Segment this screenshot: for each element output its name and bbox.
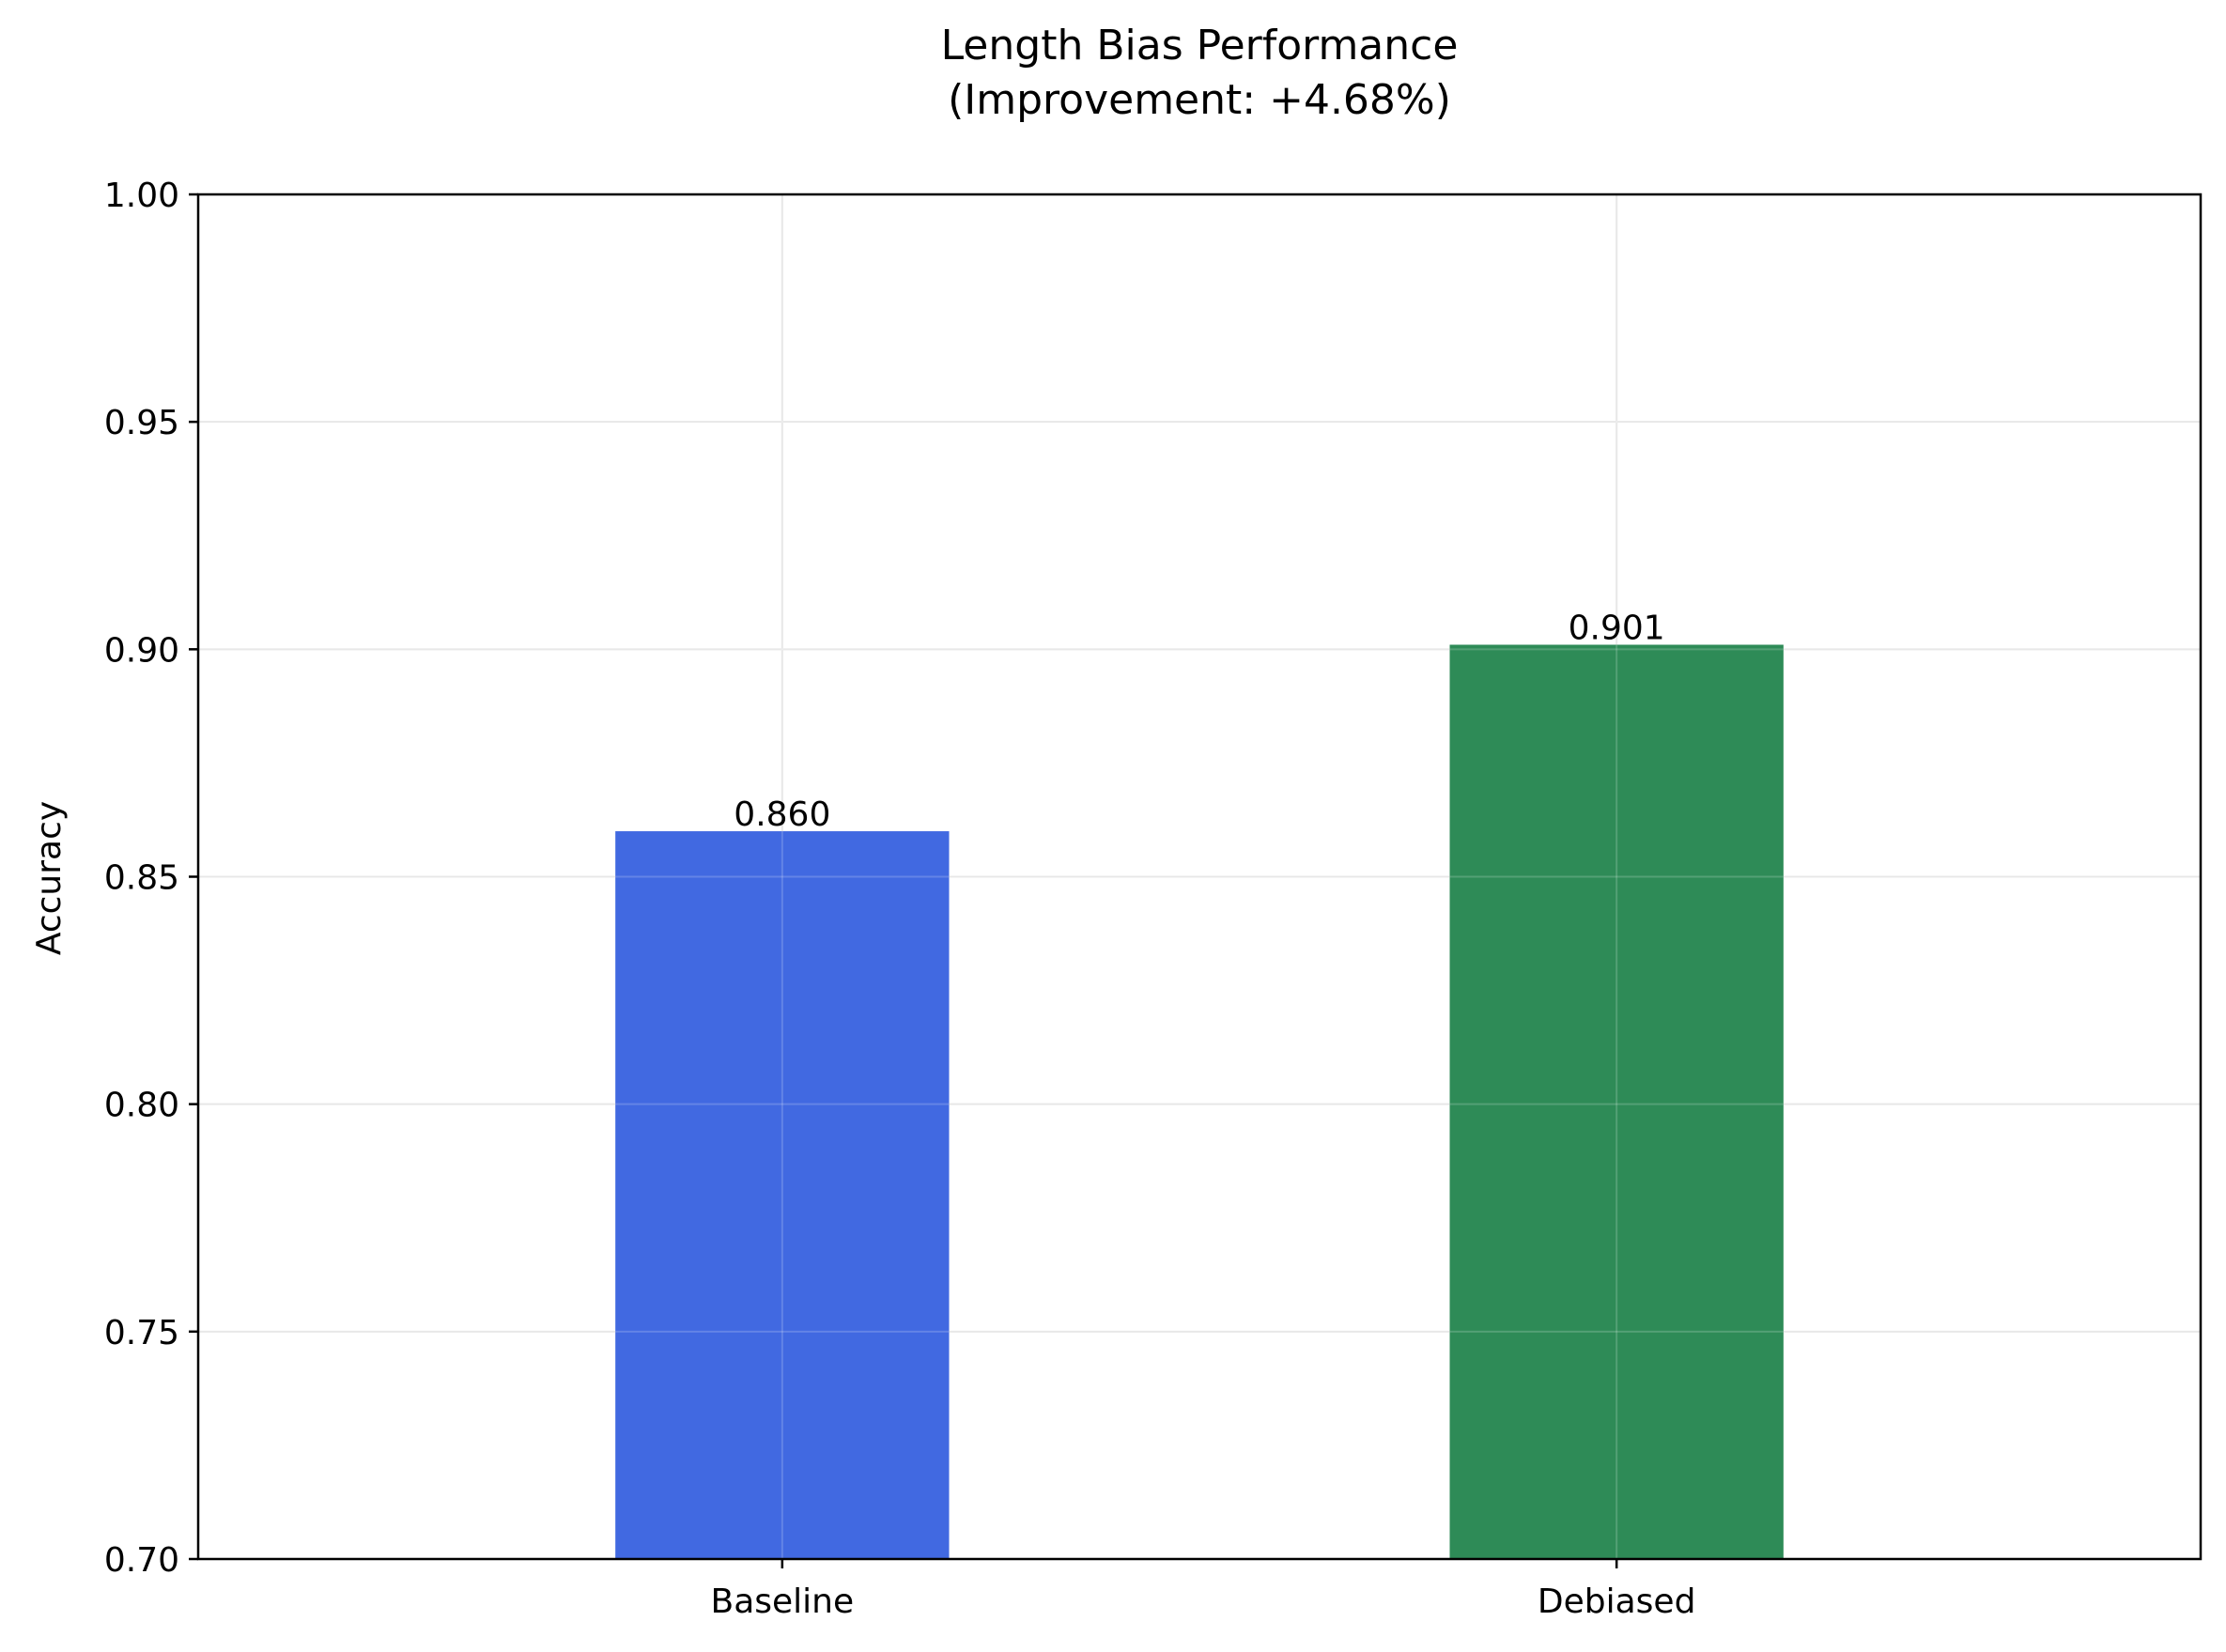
- y-tick-label: 0.70: [104, 1541, 179, 1580]
- x-tick-label: Baseline: [711, 1583, 855, 1621]
- chart-title: Length Bias Performance: [941, 22, 1459, 69]
- chart-subtitle: (Improvement: +4.68%): [948, 76, 1451, 124]
- y-axis-ticks: 0.70 0.75 0.80 0.85 0.90 0.95 1.00: [104, 177, 198, 1580]
- y-tick-label: 0.75: [104, 1314, 179, 1352]
- bar-baseline: [615, 831, 950, 1559]
- y-tick-label: 1.00: [104, 177, 179, 215]
- bar-debiased: [1449, 644, 1784, 1559]
- bars: [615, 644, 1784, 1559]
- bar-value-label: 0.901: [1569, 609, 1665, 647]
- y-axis-label: Accuracy: [30, 801, 69, 955]
- y-tick-label: 0.90: [104, 631, 179, 670]
- bar-value-label: 0.860: [734, 795, 830, 834]
- bar-value-labels: 0.860 0.901: [734, 609, 1664, 834]
- y-tick-label: 0.95: [104, 404, 179, 442]
- y-tick-label: 0.85: [104, 859, 179, 898]
- y-tick-label: 0.80: [104, 1087, 179, 1125]
- x-tick-label: Debiased: [1538, 1583, 1696, 1621]
- x-axis-ticks: Baseline Debiased: [711, 1559, 1696, 1621]
